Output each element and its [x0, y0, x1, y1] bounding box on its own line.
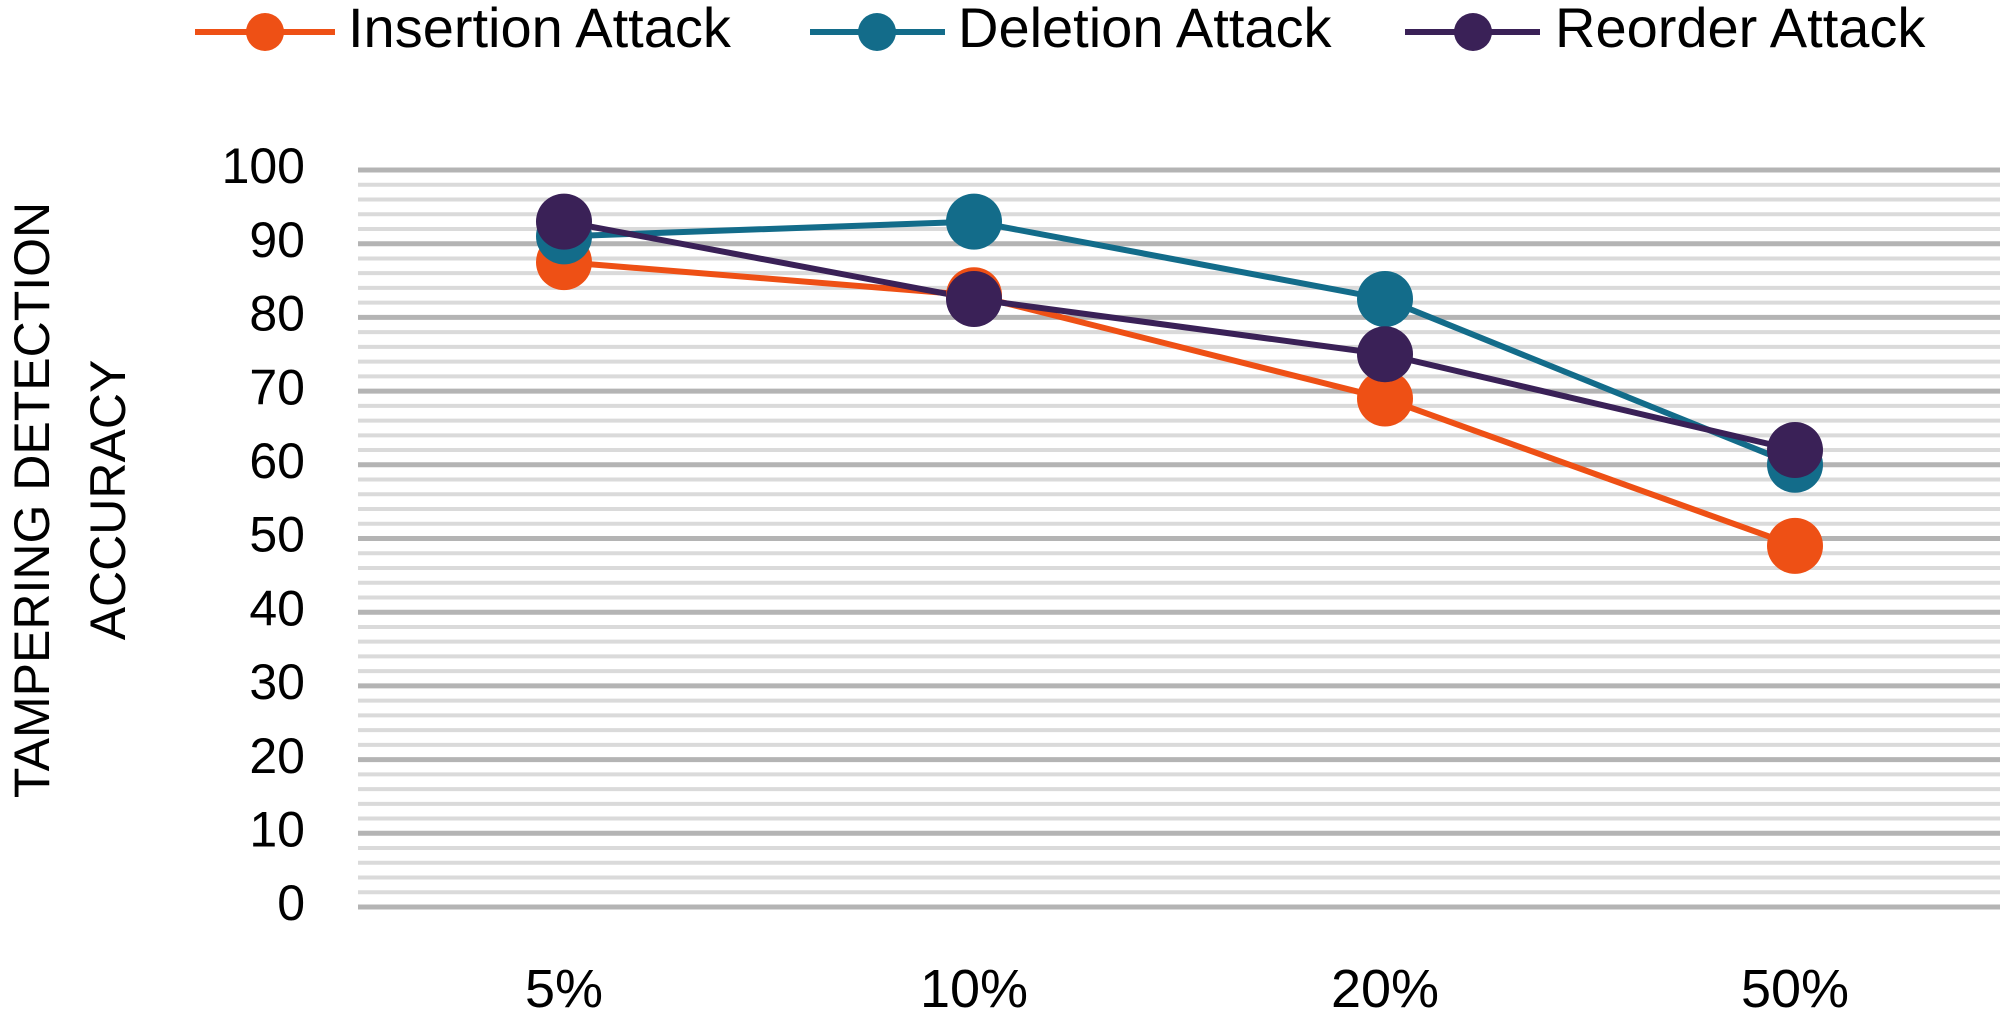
series-line: [563, 259, 1797, 549]
legend-marker: [246, 13, 284, 51]
series-group: [536, 193, 1823, 574]
legend-label: Deletion Attack: [958, 0, 1333, 59]
x-tick-label: 5%: [525, 959, 603, 1019]
y-axis-label-line: ACCURACY: [80, 360, 136, 641]
y-tick-label: 70: [249, 359, 305, 415]
y-tick-label: 20: [249, 728, 305, 784]
y-tick-label: 30: [249, 654, 305, 710]
legend-marker: [858, 13, 896, 51]
y-tick-label: 60: [249, 433, 305, 489]
data-point-marker: [1767, 422, 1823, 479]
y-tick-label: 40: [249, 580, 305, 636]
y-tick-label: 0: [277, 875, 305, 931]
gridlines: [358, 167, 2000, 910]
data-point-marker: [536, 193, 592, 250]
y-axis-ticks: 0 10 20 30 40 50 60 70 80 90 100: [222, 138, 305, 931]
y-tick-label: 100: [222, 138, 305, 194]
series-line: [563, 218, 1796, 453]
series-line: [563, 218, 1797, 468]
legend: Insertion Attack Deletion Attack Reorder A…: [195, 0, 1926, 59]
x-tick-label: 50%: [1741, 959, 1849, 1019]
x-axis-ticks: 5% 10% 20% 50%: [525, 959, 1849, 1019]
y-axis-label: TAMPERING DETECTION ACCURACY: [4, 202, 136, 798]
data-point-marker: [946, 193, 1002, 250]
y-axis-label-line: TAMPERING DETECTION: [4, 202, 60, 798]
x-tick-label: 20%: [1331, 959, 1439, 1019]
data-point-marker: [1767, 517, 1823, 574]
y-tick-label: 80: [249, 286, 305, 342]
legend-marker: [1454, 13, 1492, 51]
y-tick-label: 90: [249, 212, 305, 268]
data-point-marker: [1357, 270, 1413, 327]
legend-label: Reorder Attack: [1555, 0, 1926, 59]
legend-label: Insertion Attack: [348, 0, 732, 59]
x-tick-label: 10%: [920, 959, 1028, 1019]
data-point-marker: [1357, 326, 1413, 383]
data-point-marker: [946, 270, 1002, 327]
y-tick-label: 50: [249, 507, 305, 563]
y-tick-label: 10: [249, 802, 305, 858]
data-point-marker: [1357, 370, 1413, 427]
